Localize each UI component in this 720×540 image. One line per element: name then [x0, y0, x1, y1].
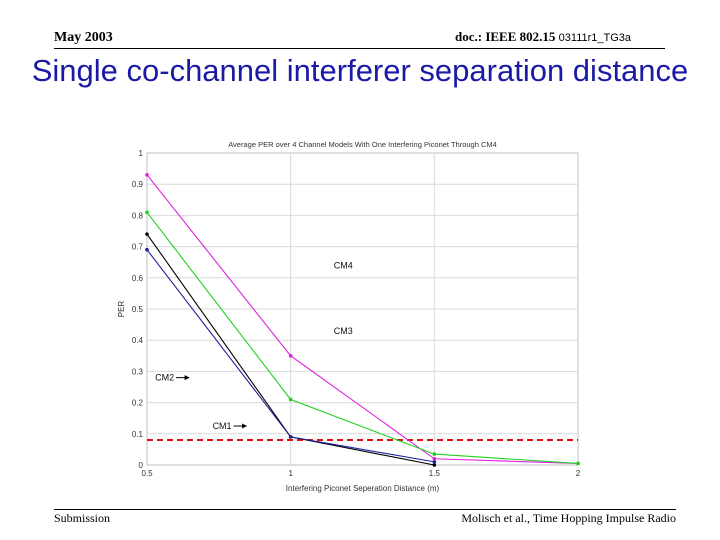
- series-label-cm2: CM2: [155, 373, 174, 383]
- x-tick-label: 0.5: [141, 469, 153, 478]
- series-point-cm3: [576, 461, 580, 466]
- series-point-cm2: [432, 463, 437, 467]
- series-label-cm4: CM4: [334, 260, 353, 270]
- header-doc-id: 03111r1_TG3a: [558, 32, 632, 44]
- y-tick-label: 0.2: [132, 399, 144, 408]
- header-doc: doc.: IEEE 802.15 03111r1_TG3a: [455, 29, 631, 45]
- y-tick-label: 0: [139, 461, 144, 470]
- series-point-cm3: [288, 397, 293, 402]
- footer-author: Molisch et al., Time Hopping Impulse Rad…: [461, 511, 676, 525]
- footer-rule: [54, 509, 676, 510]
- x-tick-label: 2: [576, 469, 581, 478]
- series-point-cm1: [145, 247, 149, 252]
- y-tick-label: 1: [139, 149, 144, 158]
- y-tick-label: 0.3: [132, 367, 144, 376]
- header-date: May 2003: [54, 30, 113, 45]
- y-tick-label: 0.4: [132, 336, 144, 345]
- slide-title: Single co-channel interferer separation …: [31, 53, 689, 88]
- header-rule: [54, 48, 665, 49]
- y-tick-label: 0.5: [132, 305, 144, 314]
- y-tick-label: 0.8: [132, 211, 144, 220]
- y-tick-label: 0.7: [132, 243, 144, 252]
- x-tick-label: 1: [288, 469, 293, 478]
- series-line-cm3: [146, 211, 579, 464]
- x-axis-label: Interfering Piconet Seperation Distance …: [286, 484, 440, 493]
- footer-submission: Submission: [54, 511, 111, 525]
- y-tick-label: 0.6: [132, 274, 144, 283]
- y-axis-label: PER: [117, 301, 126, 318]
- series-point-cm3: [432, 452, 437, 456]
- series-point-cm4: [432, 456, 437, 461]
- series-point-cm1: [288, 435, 293, 439]
- series-point-cm2: [145, 232, 149, 236]
- series-point-cm4: [145, 173, 149, 177]
- series-point-cm3: [145, 210, 149, 215]
- series-point-cm4: [288, 354, 293, 358]
- y-tick-label: 0.9: [132, 180, 144, 189]
- series-line-cm4: [146, 174, 579, 464]
- header-doc-prefix: doc.: IEEE 802.15: [455, 29, 556, 44]
- x-tick-label: 1.5: [429, 469, 441, 478]
- series-label-cm3: CM3: [334, 326, 353, 336]
- series-label-cm1: CM1: [213, 421, 232, 431]
- series-point-cm1: [432, 460, 437, 464]
- chart-title: Average PER over 4 Channel Models With O…: [228, 140, 497, 149]
- y-tick-label: 0.1: [132, 430, 144, 439]
